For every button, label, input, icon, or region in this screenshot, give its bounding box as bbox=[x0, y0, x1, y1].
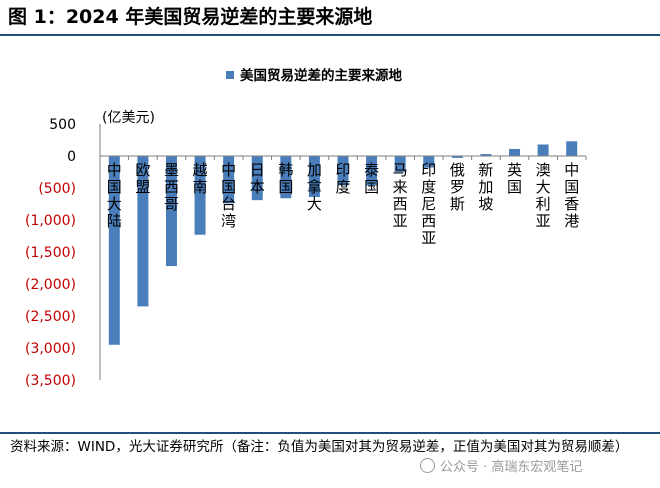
category-label: 印度尼西亚 bbox=[421, 161, 436, 247]
unit-label: (亿美元) bbox=[102, 110, 155, 126]
title-rule bbox=[0, 34, 660, 36]
bar bbox=[394, 156, 406, 172]
y-axis-labels: 500 0 (500) (1,000) (1,500) (2,000) (2,500) (3,… bbox=[25, 117, 76, 389]
bar bbox=[194, 156, 206, 235]
bar bbox=[566, 141, 578, 156]
category-label: 新加坡 bbox=[478, 161, 493, 213]
x-axis-ticks bbox=[99, 156, 587, 160]
y-tick-label: (2,500) bbox=[25, 309, 76, 325]
category-label: 俄罗斯 bbox=[450, 161, 465, 213]
category-labels: 中国大陆欧盟墨西哥越南中国台湾日本韩国加拿大印度泰国马来西亚印度尼西亚俄罗斯新加… bbox=[107, 161, 579, 247]
category-label: 日本 bbox=[250, 161, 265, 196]
bar bbox=[165, 156, 177, 267]
bar bbox=[337, 156, 349, 186]
watermark-text: 公众号 · 高瑞东宏观笔记 bbox=[440, 460, 583, 475]
bar bbox=[137, 156, 149, 307]
bar bbox=[223, 156, 235, 204]
category-label: 马来西亚 bbox=[393, 161, 408, 230]
category-label: 中国台湾 bbox=[221, 161, 236, 230]
bar bbox=[509, 148, 521, 156]
y-tick-label: (1,500) bbox=[25, 245, 76, 261]
bar bbox=[537, 144, 549, 156]
category-label: 英国 bbox=[507, 161, 522, 196]
bar bbox=[108, 156, 120, 345]
source-note: 资料来源：WIND，光大证券研究所（备注：负值为美国对其为贸易逆差，正值为美国对… bbox=[10, 439, 629, 455]
bar-chart-svg: 美国贸易逆差的主要来源地 (亿美元) 500 0 (500) (1,000) (1,50… bbox=[25, 67, 587, 389]
y-tick-label: (3,000) bbox=[25, 341, 76, 357]
watermark: 公众号 · 高瑞东宏观笔记 bbox=[420, 456, 582, 475]
footer-rule bbox=[0, 432, 660, 434]
bar bbox=[480, 154, 492, 156]
category-label: 欧盟 bbox=[135, 161, 150, 196]
bars bbox=[108, 141, 578, 345]
category-label: 中国香港 bbox=[564, 161, 579, 230]
y-tick-label: 500 bbox=[49, 117, 76, 133]
y-tick-label: (3,500) bbox=[25, 373, 76, 389]
figure-title: 图 1：2024 年美国贸易逆差的主要来源地 bbox=[8, 6, 373, 28]
category-label: 墨西哥 bbox=[164, 161, 179, 213]
bar bbox=[280, 156, 292, 199]
legend-label: 美国贸易逆差的主要来源地 bbox=[240, 67, 402, 84]
y-tick-label: (2,000) bbox=[25, 277, 76, 293]
y-tick-label: (1,000) bbox=[25, 213, 76, 229]
category-label: 泰国 bbox=[364, 161, 379, 196]
category-label: 加拿大 bbox=[307, 161, 322, 213]
y-tick-label: 0 bbox=[67, 149, 76, 165]
legend-swatch bbox=[226, 71, 234, 79]
bar bbox=[366, 156, 378, 186]
bar bbox=[308, 156, 320, 197]
y-tick-label: (500) bbox=[38, 181, 76, 197]
legend: 美国贸易逆差的主要来源地 bbox=[226, 67, 402, 84]
category-label: 澳大利亚 bbox=[536, 161, 551, 230]
category-label: 中国大陆 bbox=[107, 161, 122, 230]
wechat-icon bbox=[420, 458, 435, 473]
bar bbox=[251, 156, 263, 201]
category-label: 印度 bbox=[335, 161, 350, 196]
bar bbox=[451, 156, 463, 158]
bar bbox=[423, 156, 435, 168]
category-label: 越南 bbox=[193, 161, 208, 196]
chart: 美国贸易逆差的主要来源地 (亿美元) 500 0 (500) (1,000) (1,50… bbox=[8, 44, 653, 426]
category-label: 韩国 bbox=[278, 161, 293, 196]
